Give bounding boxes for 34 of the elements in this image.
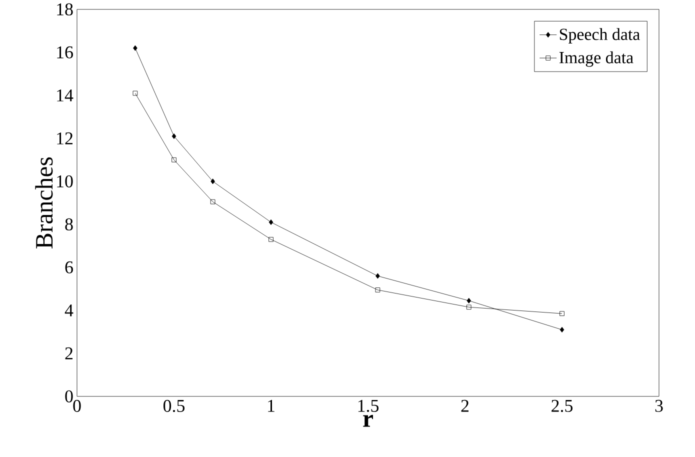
- point: [172, 157, 176, 162]
- point: [210, 199, 216, 204]
- y-tick-label: 2: [65, 347, 73, 360]
- y-tick-label: 0: [65, 390, 73, 402]
- point: [172, 133, 176, 139]
- point: [268, 219, 274, 225]
- y-tick-label: 14: [57, 89, 74, 102]
- point: [132, 90, 138, 96]
- y-tick-label: 6: [65, 261, 73, 274]
- x-tick-label: 2.5: [552, 400, 573, 412]
- point: [466, 298, 472, 304]
- x-tick-label: 0.5: [163, 400, 185, 412]
- point: [376, 273, 380, 279]
- y-tick-label: 10: [57, 175, 73, 188]
- y-tick-label: 8: [65, 218, 73, 230]
- point: [560, 326, 564, 332]
- point: [466, 304, 472, 310]
- point: [268, 236, 274, 242]
- point: [375, 287, 380, 292]
- y-tick-label: 16: [57, 46, 73, 58]
- legend-label: Image data: [559, 51, 634, 67]
- point: [560, 311, 564, 316]
- legend-label: Speech data: [560, 28, 640, 44]
- x-axis-title: r: [363, 414, 373, 427]
- point: [210, 178, 215, 184]
- x-tick-label: 2: [461, 400, 468, 412]
- x-tick-label: 3: [655, 400, 663, 412]
- point: [133, 45, 138, 51]
- y-axis-title: Branches: [35, 157, 53, 248]
- x-tick-label: 1: [268, 400, 274, 412]
- x-tick-label: 1.5: [358, 400, 379, 412]
- y-tick-label: 12: [57, 132, 73, 144]
- y-tick-label: 18: [57, 3, 73, 16]
- y-tick-label: 4: [64, 304, 74, 316]
